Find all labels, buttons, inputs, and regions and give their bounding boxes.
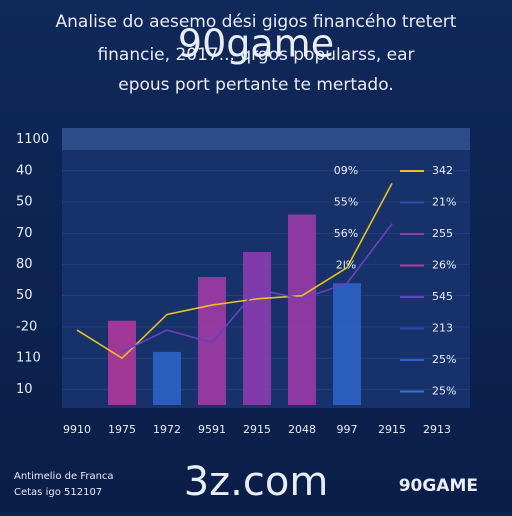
title-line: epous port pertante te mertado. bbox=[118, 75, 393, 95]
bar bbox=[153, 351, 181, 405]
title-line: Analise do aesemo dési gigos financého t… bbox=[56, 12, 457, 32]
y-tick-label: 50 bbox=[16, 195, 33, 210]
x-tick-label: 9910 bbox=[63, 423, 91, 436]
x-tick-label: 2048 bbox=[288, 423, 316, 436]
x-tick-label: 2915 bbox=[243, 423, 271, 436]
y-tick-label: 10 bbox=[16, 382, 33, 397]
y-tick-label: -20 bbox=[16, 319, 37, 334]
bar bbox=[288, 214, 316, 405]
x-tick-label: 2915 bbox=[378, 423, 406, 436]
legend-label: 255 bbox=[432, 227, 453, 240]
y-tick-label: 80 bbox=[16, 257, 33, 272]
site: 3z.com bbox=[184, 459, 329, 505]
y-tick-label: 70 bbox=[16, 226, 33, 241]
legend-label: 25% bbox=[432, 353, 456, 366]
footer-line: Antimelio de Franca bbox=[14, 471, 114, 482]
legend-label: 26% bbox=[432, 259, 456, 272]
y-tick-label: 40 bbox=[16, 163, 33, 178]
line bbox=[121, 223, 393, 353]
bar bbox=[243, 252, 271, 405]
legend-label: 25% bbox=[432, 385, 456, 398]
legend-left-label: 56% bbox=[334, 227, 358, 240]
title-line: financie, 2017... qrgos popularss, ear bbox=[97, 45, 414, 65]
plot-header bbox=[62, 128, 470, 150]
legend-label: 342 bbox=[432, 164, 453, 177]
x-tick-label: 1972 bbox=[153, 423, 181, 436]
brand: 90GAME bbox=[399, 476, 478, 496]
legend-left-label: 09% bbox=[334, 164, 358, 177]
legend-left-label: 2l% bbox=[336, 259, 357, 272]
legend-label: 213 bbox=[432, 322, 453, 335]
x-tick-label: 1975 bbox=[108, 423, 136, 436]
footer-line: Cetas igo 512107 bbox=[14, 487, 102, 498]
bar bbox=[198, 276, 226, 405]
legend-left-label: 55% bbox=[334, 196, 358, 209]
x-tick-label: 2913 bbox=[423, 423, 451, 436]
y-tick-label: 50 bbox=[16, 288, 33, 303]
legend-label: 21% bbox=[432, 196, 456, 209]
x-tick-label: 9591 bbox=[198, 423, 226, 436]
bar bbox=[333, 283, 361, 405]
bar bbox=[108, 320, 136, 405]
line bbox=[76, 182, 393, 360]
legend-label: 545 bbox=[432, 290, 453, 303]
y-tick-label: 1100 bbox=[16, 132, 49, 147]
y-tick-label: 110 bbox=[16, 351, 41, 366]
x-tick-label: 997 bbox=[337, 423, 358, 436]
watermark: 90game bbox=[178, 22, 334, 66]
